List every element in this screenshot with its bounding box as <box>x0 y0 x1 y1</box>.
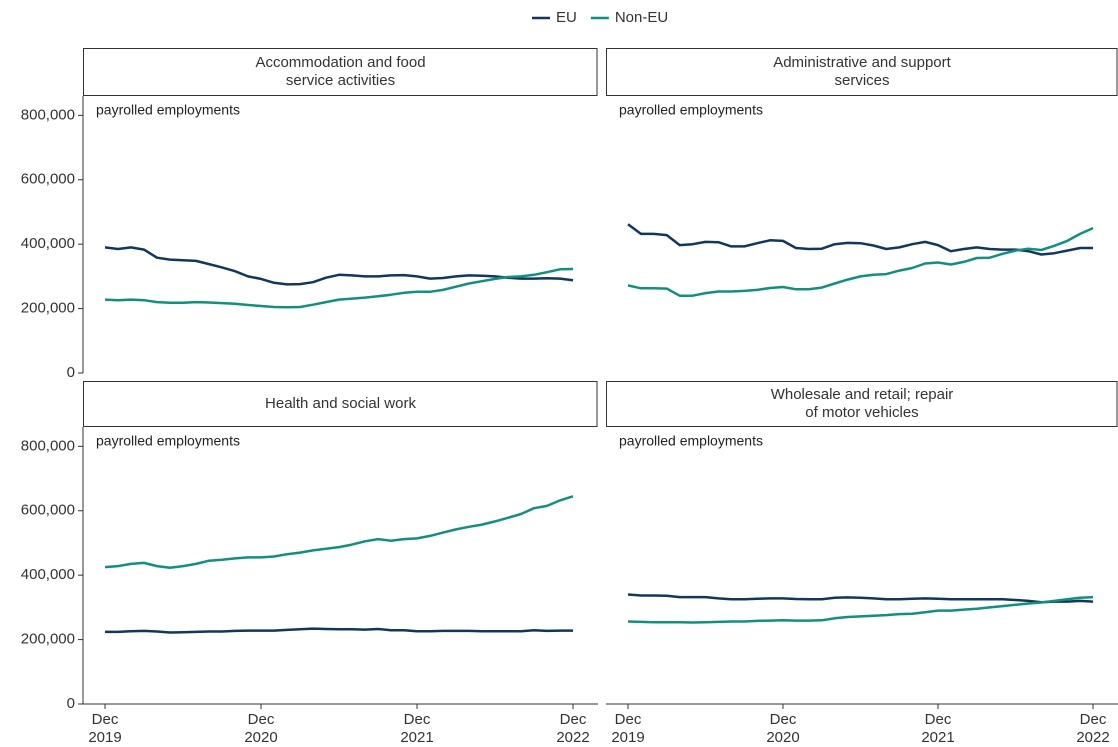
y-tick-label: 800,000 <box>21 437 75 454</box>
facet-strip <box>83 381 598 427</box>
annotation: payrolled employments <box>96 433 240 449</box>
facet-strip <box>606 381 1118 427</box>
series-line <box>104 495 574 570</box>
series-line <box>104 246 574 286</box>
x-tick-label: Dec 2022 <box>1076 711 1109 746</box>
y-tick-label: 800,000 <box>21 106 75 123</box>
x-tick-label: Dec 2022 <box>556 711 589 746</box>
y-tick-label: 400,000 <box>21 566 75 583</box>
x-tick-label: Dec 2020 <box>766 711 799 746</box>
facet-strip <box>606 48 1118 96</box>
annotation: payrolled employments <box>96 102 240 118</box>
series-line <box>104 267 574 309</box>
legend-label: Non-EU <box>615 9 668 26</box>
facet-title: Health and social work <box>265 395 416 412</box>
x-tick-label: Dec 2020 <box>244 711 277 746</box>
x-tick-label: Dec 2019 <box>88 711 121 746</box>
x-tick-label: Dec 2021 <box>921 711 954 746</box>
x-tick-label: Dec 2019 <box>611 711 644 746</box>
y-tick-label: 600,000 <box>21 502 75 519</box>
y-tick-label: 0 <box>67 364 75 381</box>
x-tick-label: Dec 2021 <box>400 711 433 746</box>
facet-title: Administrative and support services <box>773 54 951 89</box>
series-line <box>627 593 1094 604</box>
series-line <box>627 226 1094 297</box>
y-tick-label: 600,000 <box>21 171 75 188</box>
legend-label: EU <box>556 9 577 26</box>
facet-title: Wholesale and retail; repair of motor veh… <box>771 386 954 421</box>
y-tick-label: 400,000 <box>21 235 75 252</box>
annotation: payrolled employments <box>619 102 763 118</box>
y-tick-label: 200,000 <box>21 631 75 648</box>
series-line <box>105 627 573 634</box>
y-tick-label: 0 <box>67 695 75 712</box>
series-line <box>627 595 1094 624</box>
annotation: payrolled employments <box>619 433 763 449</box>
facet-strip <box>83 48 598 96</box>
facet-title: Accommodation and food service activities <box>255 54 425 89</box>
y-tick-label: 200,000 <box>21 300 75 317</box>
